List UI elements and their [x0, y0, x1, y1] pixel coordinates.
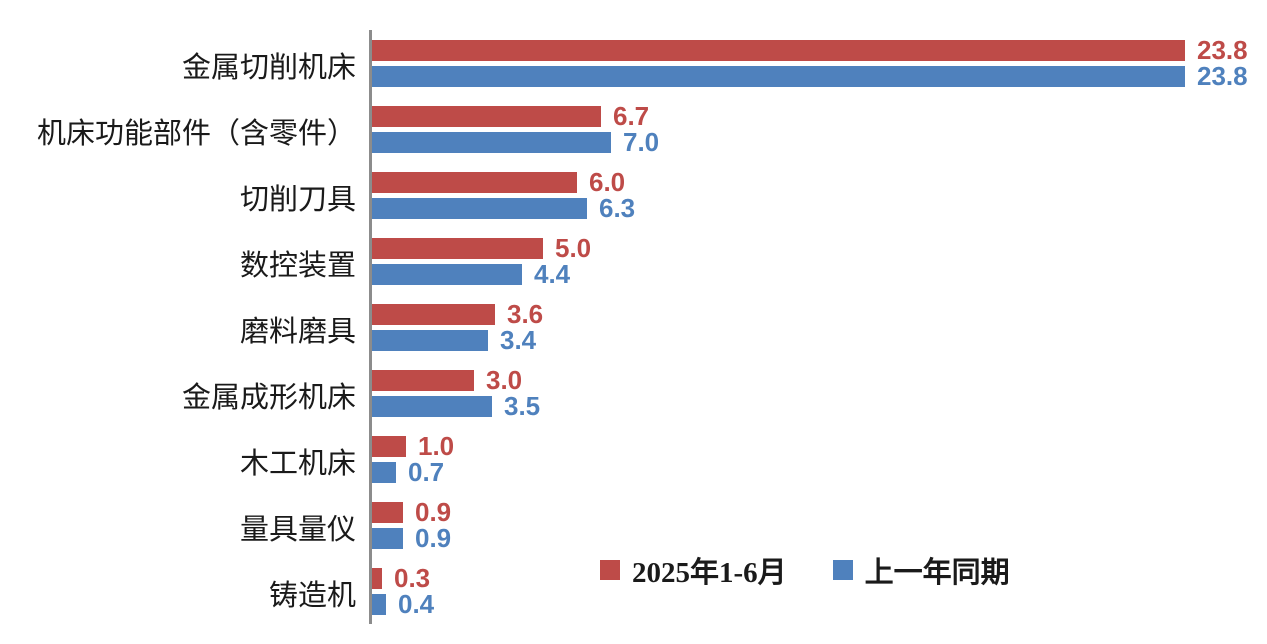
chart-rows: 金属切削机床 23.8 23.8 机床功能部件（含零件） 6.7 7.0 切削刀具 6.0 6.…	[0, 35, 1267, 632]
bar-line: 0.3	[372, 563, 434, 593]
bar-prev-year	[372, 528, 403, 549]
value-label-prev-year: 0.7	[408, 457, 445, 487]
category-row: 金属成形机床 3.0 3.5	[0, 365, 1267, 434]
value-label-2025: 0.9	[415, 497, 452, 527]
bar-line: 6.7	[372, 101, 659, 131]
value-label-2025: 0.3	[394, 563, 431, 593]
category-row: 金属切削机床 23.8 23.8	[0, 35, 1267, 104]
bar-group: 5.0 4.4	[372, 233, 592, 289]
value-label-prev-year: 6.3	[599, 193, 636, 223]
bar-line: 6.0	[372, 167, 635, 197]
bar-prev-year	[372, 594, 386, 615]
bar-2025	[372, 568, 382, 589]
value-label-2025: 3.6	[507, 299, 544, 329]
category-label: 木工机床	[239, 447, 356, 480]
bar-prev-year	[372, 198, 587, 219]
value-label-prev-year: 23.8	[1197, 61, 1248, 91]
bar-line: 7.0	[372, 127, 660, 157]
legend-label-prev-year: 上一年同期	[864, 557, 1010, 589]
legend-label-2025: 2025年1-6月	[632, 557, 787, 589]
bar-group: 6.7 7.0	[372, 101, 660, 157]
bar-group: 6.0 6.3	[372, 167, 636, 223]
category-row: 切削刀具 6.0 6.3	[0, 167, 1267, 236]
bar-group: 1.0 0.7	[372, 431, 455, 487]
legend-item-prev-year: 上一年同期	[832, 549, 1010, 591]
bar-prev-year	[372, 132, 611, 153]
value-label-2025: 3.0	[486, 365, 523, 395]
bar-2025	[372, 106, 601, 127]
bar-line: 0.9	[372, 523, 452, 553]
value-label-prev-year: 4.4	[534, 259, 571, 289]
category-label: 数控装置	[239, 249, 356, 282]
bar-line: 6.3	[372, 193, 636, 223]
bar-group: 3.6 3.4	[372, 299, 544, 355]
bar-line: 0.9	[372, 497, 452, 527]
legend: 2025年1-6月 上一年同期	[600, 549, 1010, 591]
category-row: 铸造机 0.3 0.4	[0, 563, 1267, 632]
bar-line: 0.4	[372, 589, 435, 619]
legend-item-2025: 2025年1-6月	[600, 549, 787, 591]
category-label: 磨料磨具	[239, 315, 356, 348]
category-row: 木工机床 1.0 0.7	[0, 431, 1267, 500]
bar-2025	[372, 172, 577, 193]
category-row: 数控装置 5.0 4.4	[0, 233, 1267, 302]
bar-2025	[372, 304, 495, 325]
bar-2025	[372, 370, 474, 391]
bar-group: 0.9 0.9	[372, 497, 452, 553]
value-label-prev-year: 3.4	[500, 325, 537, 355]
bar-2025	[372, 502, 403, 523]
bar-group: 23.8 23.8	[372, 35, 1248, 91]
bar-line: 5.0	[372, 233, 592, 263]
value-label-prev-year: 7.0	[623, 127, 660, 157]
category-label: 金属成形机床	[181, 381, 356, 414]
legend-swatch-prev-year-icon	[832, 560, 853, 580]
bar-line: 23.8	[372, 61, 1248, 91]
bar-line: 3.4	[372, 325, 543, 355]
bar-prev-year	[372, 66, 1185, 87]
category-row: 机床功能部件（含零件） 6.7 7.0	[0, 101, 1267, 170]
value-label-2025: 23.8	[1197, 35, 1248, 65]
category-axis-line	[369, 30, 372, 624]
category-label: 金属切削机床	[181, 51, 356, 84]
value-label-prev-year: 0.9	[415, 523, 452, 553]
category-label: 铸造机	[268, 579, 356, 612]
bar-line: 1.0	[372, 431, 455, 461]
bar-line: 3.6	[372, 299, 544, 329]
value-label-prev-year: 0.4	[398, 589, 435, 619]
bar-2025	[372, 40, 1185, 61]
value-label-2025: 5.0	[555, 233, 592, 263]
bar-line: 23.8	[372, 35, 1248, 65]
value-label-2025: 6.0	[589, 167, 626, 197]
bar-group: 3.0 3.5	[372, 365, 541, 421]
value-label-2025: 1.0	[418, 431, 455, 461]
bar-prev-year	[372, 330, 488, 351]
legend-swatch-2025-icon	[600, 560, 620, 580]
bar-prev-year	[372, 264, 522, 285]
bar-line: 0.7	[372, 457, 454, 487]
bar-line: 3.5	[372, 391, 541, 421]
bar-line: 3.0	[372, 365, 540, 395]
category-row: 量具量仪 0.9 0.9	[0, 497, 1267, 566]
bar-2025	[372, 238, 543, 259]
value-label-2025: 6.7	[613, 101, 650, 131]
category-row: 磨料磨具 3.6 3.4	[0, 299, 1267, 368]
value-label-prev-year: 3.5	[504, 391, 541, 421]
bar-2025	[372, 436, 406, 457]
bar-prev-year	[372, 396, 492, 417]
bar-group: 0.3 0.4	[372, 563, 435, 619]
bar-line: 4.4	[372, 259, 591, 289]
category-label: 机床功能部件（含零件）	[36, 117, 356, 150]
bar-prev-year	[372, 462, 396, 483]
category-label: 量具量仪	[239, 513, 356, 546]
category-label: 切削刀具	[239, 183, 356, 216]
